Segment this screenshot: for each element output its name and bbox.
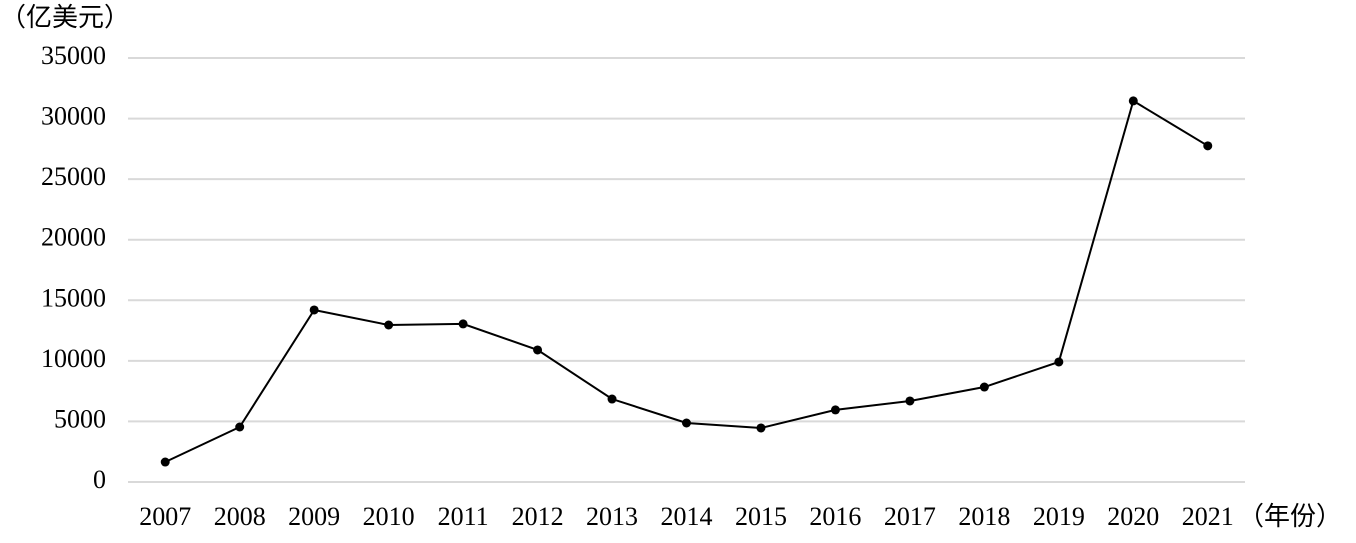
y-tick-label: 30000 [41,102,106,131]
y-tick-label: 35000 [41,41,106,70]
data-point [235,422,245,432]
x-tick-label: 2014 [661,502,713,531]
x-tick-label: 2019 [1033,502,1085,531]
y-tick-label: 0 [93,465,106,494]
x-tick-label: 2020 [1107,502,1159,531]
x-tick-label: 2016 [809,502,861,531]
data-point [905,396,915,406]
data-point [384,320,394,330]
x-tick-label: 2021 [1182,502,1234,531]
x-tick-label: 2017 [884,502,936,531]
x-tick-label: 2015 [735,502,787,531]
y-tick-label: 10000 [41,344,106,373]
data-line [164,99,1209,463]
y-tick-label: 5000 [54,404,106,433]
data-point [682,418,691,428]
y-tick-label: 15000 [41,283,106,312]
y-axis-label: （亿美元） [0,3,130,32]
data-point [458,319,468,329]
x-axis-label: （年份） [1238,502,1342,531]
x-tick-label: 2008 [214,502,266,531]
data-point [756,423,766,433]
y-tick-label: 25000 [41,162,106,191]
data-point [533,345,543,355]
x-tick-label: 2012 [512,502,564,531]
x-tick-label: 2007 [139,502,191,531]
data-point [979,382,989,392]
x-tick-label: 2010 [363,502,415,531]
x-tick-label: 2018 [958,502,1010,531]
y-tick-label: 20000 [41,223,106,252]
data-point [830,405,840,415]
data-point [1203,141,1213,151]
data-point [1128,96,1138,106]
x-tick-label: 2013 [586,502,638,531]
x-tick-label: 2009 [288,502,340,531]
x-tick-label: 2011 [438,502,489,531]
data-point [607,394,617,404]
data-point [160,457,170,467]
data-point [309,305,319,315]
data-point [1054,357,1064,367]
